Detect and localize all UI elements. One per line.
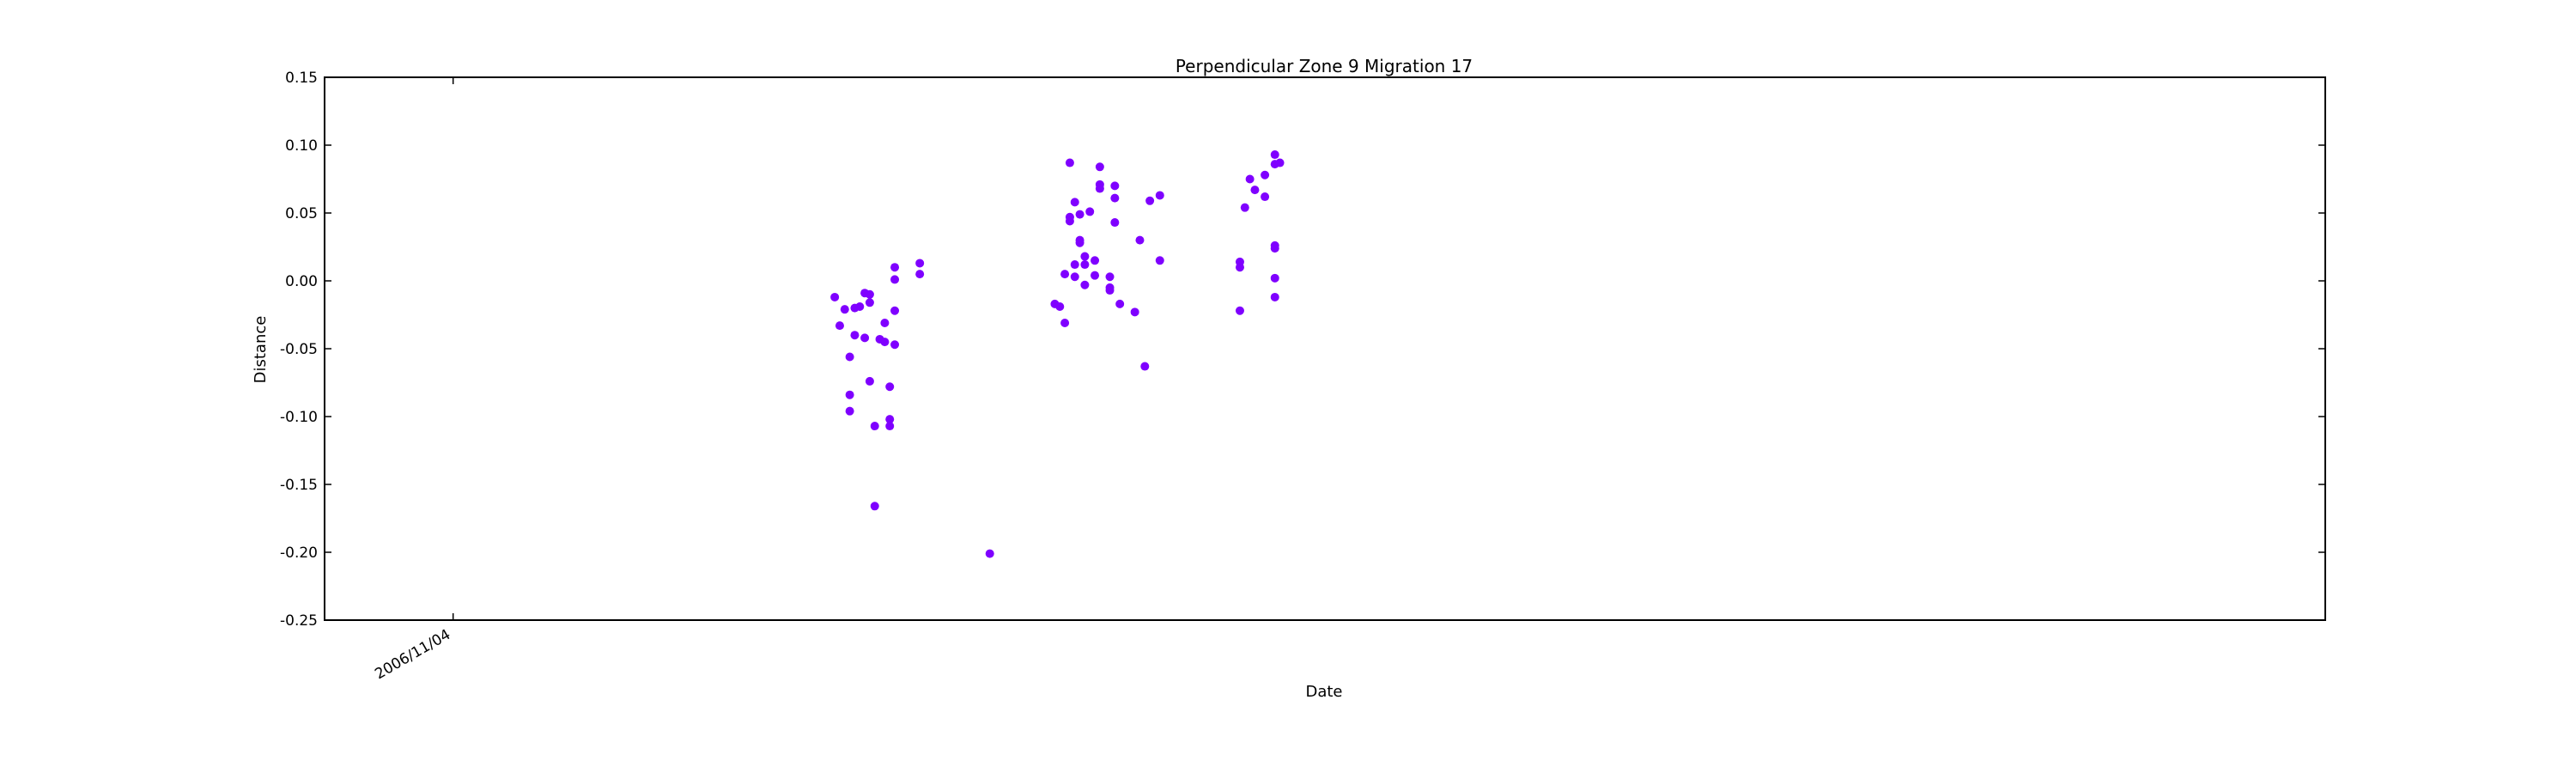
data-point: [1261, 170, 1270, 180]
data-point: [1065, 216, 1074, 226]
y-tick-label: 0.15: [285, 70, 318, 87]
y-tick-label: 0.00: [285, 273, 318, 290]
y-tick-label: -0.25: [280, 612, 318, 630]
data-point: [1270, 292, 1279, 301]
data-point: [850, 331, 860, 340]
data-point: [890, 306, 900, 315]
x-tick-label: 2006/11/04: [372, 626, 453, 683]
data-point: [1155, 191, 1164, 200]
data-point: [1055, 302, 1065, 312]
x-axis-ticks: 2006/11/04: [372, 77, 454, 683]
data-point: [890, 340, 900, 350]
data-point: [1105, 286, 1115, 295]
data-point: [1240, 203, 1249, 212]
data-point: [885, 382, 895, 392]
data-point: [890, 263, 900, 272]
data-point: [1085, 207, 1095, 216]
data-point: [1115, 299, 1125, 308]
data-point: [1070, 260, 1079, 270]
data-point: [1250, 186, 1260, 195]
data-point: [830, 292, 840, 301]
data-point: [855, 302, 865, 312]
data-point: [860, 333, 870, 343]
data-point: [915, 270, 925, 279]
y-tick-label: 0.10: [285, 137, 318, 155]
x-axis-label: Date: [1305, 683, 1342, 701]
data-point: [870, 502, 879, 511]
data-point: [1095, 162, 1104, 172]
data-point: [1110, 193, 1120, 203]
data-point: [885, 422, 895, 431]
data-point: [835, 321, 844, 331]
data-point: [1270, 244, 1279, 253]
y-tick-label: -0.05: [280, 341, 318, 358]
data-point: [1140, 362, 1150, 371]
data-point: [1105, 272, 1115, 282]
y-tick-label: 0.05: [285, 205, 318, 222]
data-point: [1135, 235, 1145, 245]
data-point: [1080, 280, 1090, 289]
data-point: [915, 259, 925, 268]
plot-area-frame: [324, 76, 2326, 621]
data-point: [1080, 252, 1090, 261]
data-point: [1075, 210, 1084, 219]
data-point: [1130, 307, 1139, 317]
data-point: [1091, 256, 1100, 265]
data-points: [830, 150, 1285, 558]
data-point: [1245, 174, 1255, 184]
data-point: [1065, 158, 1074, 167]
data-point: [845, 406, 854, 416]
chart-title: Perpendicular Zone 9 Migration 17: [1176, 56, 1473, 76]
data-point: [1060, 318, 1070, 327]
y-axis-ticks: 0.15 0.10 0.05 0.00 -0.05 -0.10 -0.15 -0.20 -0.2…: [280, 70, 2325, 630]
data-point: [880, 338, 890, 347]
data-point: [885, 415, 895, 424]
data-point: [1275, 158, 1285, 167]
data-point: [840, 305, 849, 314]
data-point: [1261, 192, 1270, 202]
data-point: [865, 289, 874, 299]
data-point: [1060, 270, 1070, 279]
data-point: [845, 352, 854, 362]
data-point: [1075, 235, 1084, 245]
data-point: [1091, 271, 1100, 280]
data-point: [1270, 150, 1279, 160]
data-point: [1070, 198, 1079, 207]
data-point: [865, 298, 874, 307]
data-point: [1145, 196, 1155, 205]
data-point: [845, 390, 854, 399]
y-tick-label: -0.10: [280, 409, 318, 426]
data-point: [1095, 184, 1104, 193]
data-point: [1235, 263, 1244, 272]
data-point: [865, 376, 874, 386]
data-point: [1270, 273, 1279, 283]
data-point: [870, 422, 879, 431]
data-point: [1235, 306, 1244, 315]
data-point: [1155, 256, 1164, 265]
data-point: [1080, 260, 1090, 270]
y-tick-label: -0.20: [280, 545, 318, 562]
data-point: [880, 318, 890, 327]
data-point: [985, 549, 994, 558]
y-tick-label: -0.15: [280, 477, 318, 494]
data-point: [1110, 218, 1120, 228]
data-point: [1070, 272, 1079, 282]
y-axis-label: Distance: [252, 316, 270, 384]
data-point: [1110, 181, 1120, 191]
data-point: [890, 275, 900, 284]
